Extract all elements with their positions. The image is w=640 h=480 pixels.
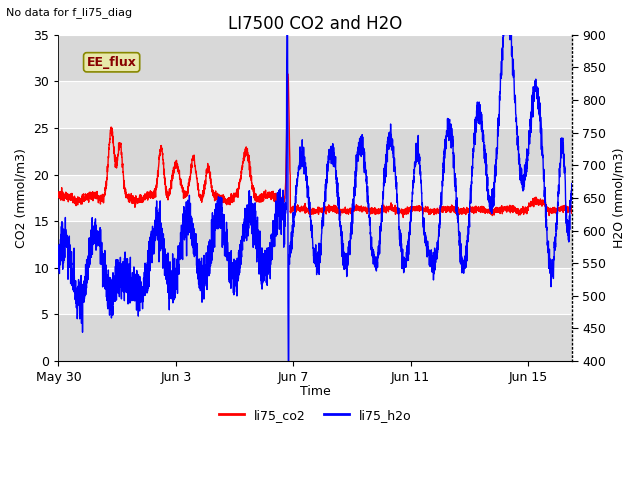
Bar <box>58 221 572 268</box>
Bar <box>58 81 572 128</box>
Bar <box>58 175 572 221</box>
Bar <box>58 35 572 81</box>
Y-axis label: CO2 (mmol/m3): CO2 (mmol/m3) <box>15 148 28 248</box>
Y-axis label: H2O (mmol/m3): H2O (mmol/m3) <box>612 147 625 248</box>
Legend: li75_co2, li75_h2o: li75_co2, li75_h2o <box>214 404 417 427</box>
Bar <box>58 128 572 175</box>
Bar <box>58 314 572 361</box>
Text: No data for f_li75_diag: No data for f_li75_diag <box>6 7 132 18</box>
Text: EE_flux: EE_flux <box>86 56 136 69</box>
X-axis label: Time: Time <box>300 385 331 398</box>
Title: LI7500 CO2 and H2O: LI7500 CO2 and H2O <box>228 15 403 33</box>
Bar <box>58 268 572 314</box>
